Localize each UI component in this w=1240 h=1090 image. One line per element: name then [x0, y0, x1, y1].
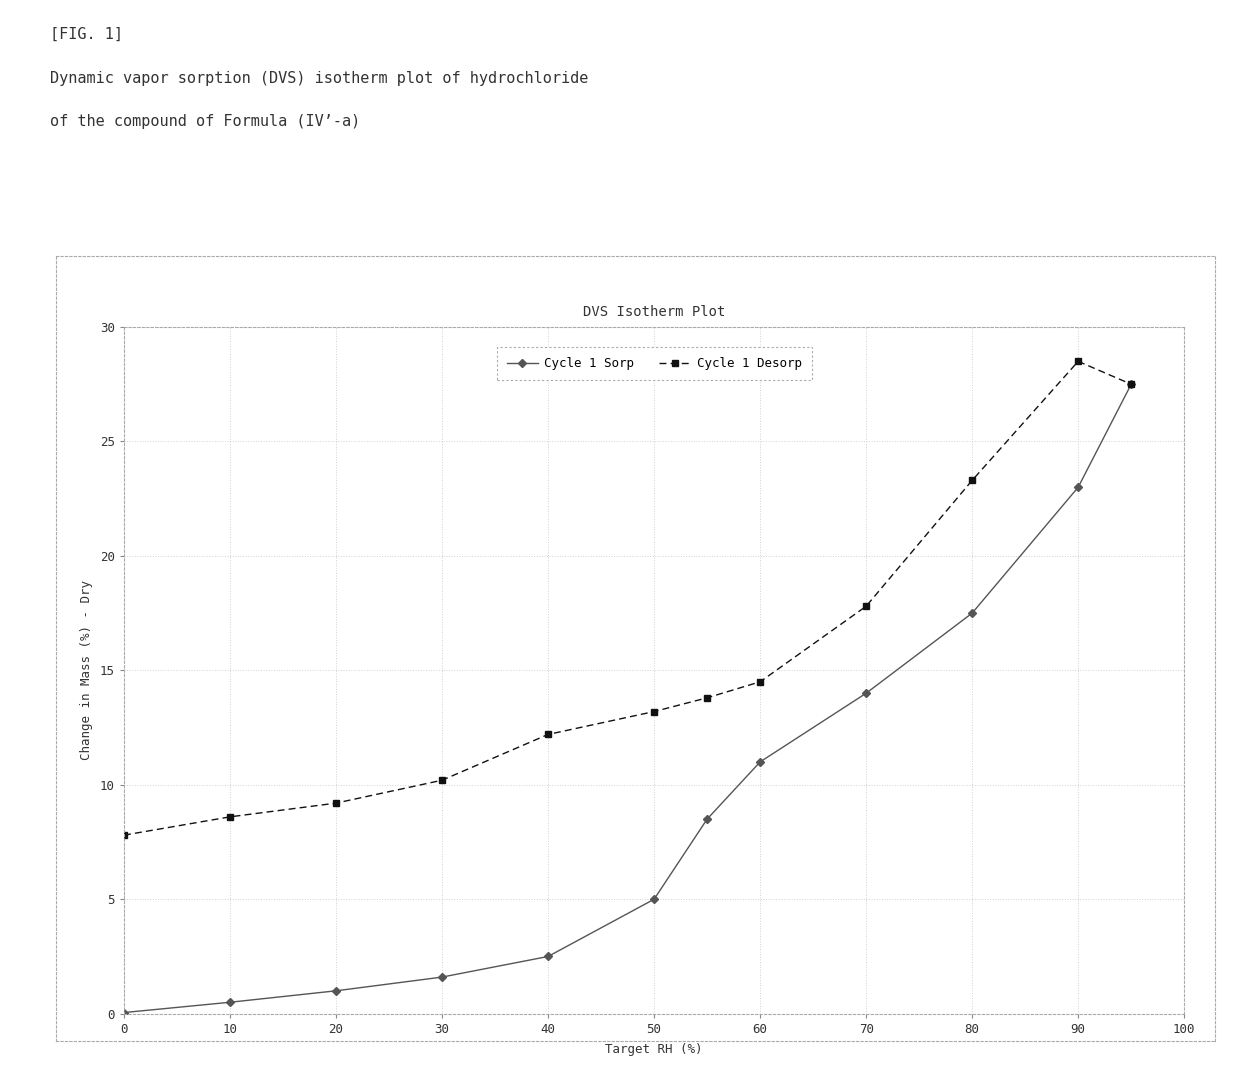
Cycle 1 Desorp	[117, 828, 131, 841]
Cycle 1 Desorp	[699, 691, 714, 704]
Cycle 1 Desorp	[541, 728, 556, 741]
Cycle 1 Sorp	[858, 687, 873, 700]
Cycle 1 Desorp	[329, 797, 343, 810]
Line: Cycle 1 Sorp: Cycle 1 Sorp	[120, 382, 1135, 1016]
Cycle 1 Sorp	[1071, 481, 1086, 494]
Title: DVS Isotherm Plot: DVS Isotherm Plot	[583, 305, 725, 319]
Cycle 1 Sorp	[329, 984, 343, 997]
Cycle 1 Sorp	[223, 996, 238, 1009]
Cycle 1 Sorp	[117, 1006, 131, 1019]
Cycle 1 Desorp	[1123, 377, 1138, 390]
Cycle 1 Desorp	[1071, 355, 1086, 368]
Cycle 1 Desorp	[434, 774, 449, 787]
Text: of the compound of Formula (IV’-a): of the compound of Formula (IV’-a)	[50, 114, 360, 130]
Cycle 1 Sorp	[699, 813, 714, 826]
Cycle 1 Sorp	[965, 606, 980, 619]
Line: Cycle 1 Desorp: Cycle 1 Desorp	[120, 358, 1135, 838]
X-axis label: Target RH (%): Target RH (%)	[605, 1043, 703, 1056]
Legend: Cycle 1 Sorp, Cycle 1 Desorp: Cycle 1 Sorp, Cycle 1 Desorp	[496, 347, 812, 380]
Cycle 1 Desorp	[223, 810, 238, 823]
Cycle 1 Sorp	[541, 949, 556, 964]
Cycle 1 Sorp	[753, 755, 768, 768]
Cycle 1 Sorp	[647, 893, 662, 906]
Text: [FIG. 1]: [FIG. 1]	[50, 27, 123, 43]
Cycle 1 Desorp	[858, 600, 873, 613]
Cycle 1 Sorp	[434, 970, 449, 983]
Text: Dynamic vapor sorption (DVS) isotherm plot of hydrochloride: Dynamic vapor sorption (DVS) isotherm pl…	[50, 71, 588, 86]
Cycle 1 Desorp	[753, 675, 768, 689]
Y-axis label: Change in Mass (%) - Dry: Change in Mass (%) - Dry	[81, 580, 93, 761]
Cycle 1 Sorp	[1123, 377, 1138, 390]
Cycle 1 Desorp	[647, 705, 662, 718]
Cycle 1 Desorp	[965, 474, 980, 487]
